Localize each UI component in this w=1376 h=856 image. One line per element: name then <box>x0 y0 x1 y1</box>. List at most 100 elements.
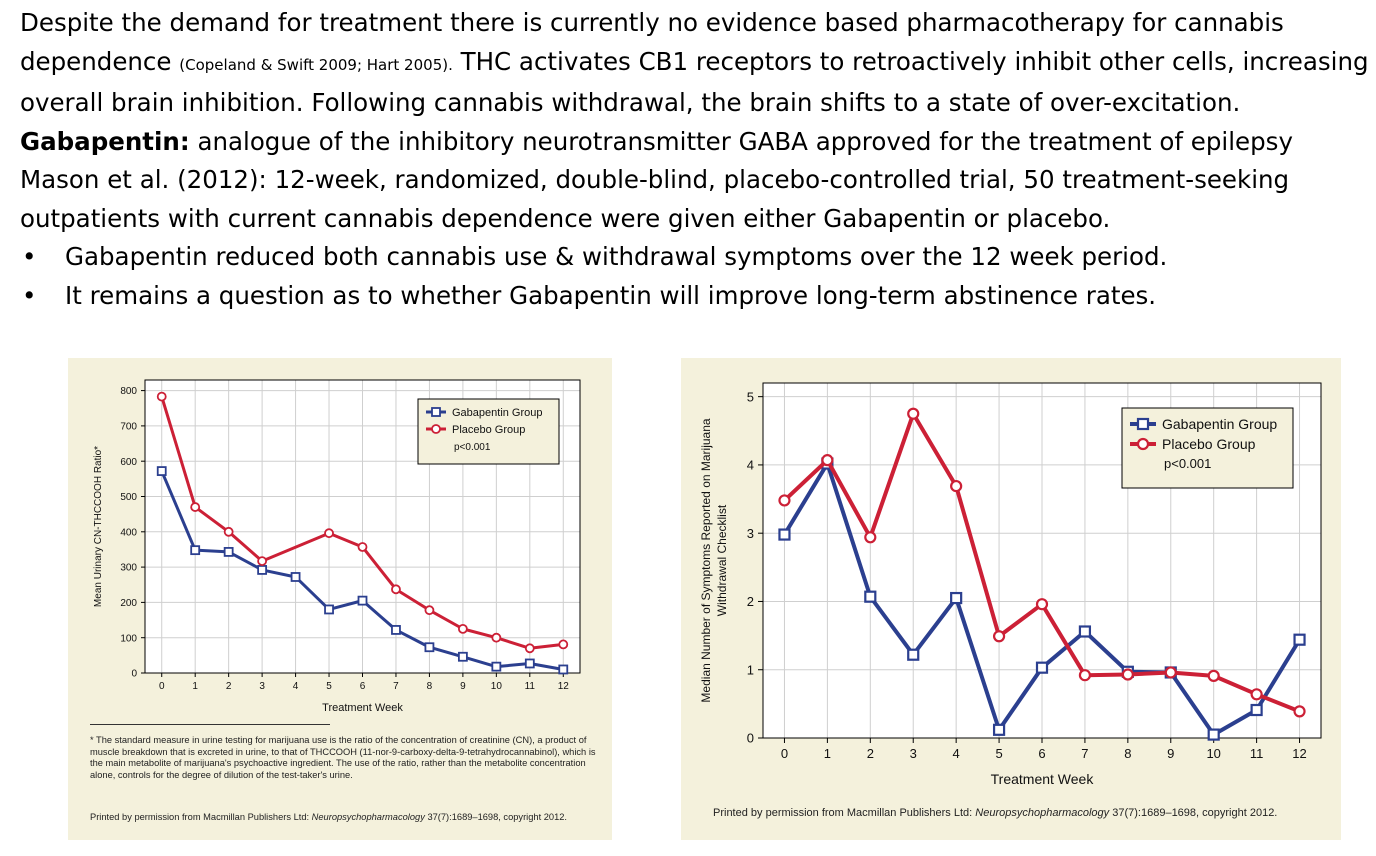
intro-citation: (Copeland & Swift 2009; Hart 2005). <box>179 55 453 74</box>
gabapentin-description: analogue of the inhibitory neurotransmit… <box>189 126 1293 156</box>
data-point-placebo <box>778 494 791 507</box>
urine-chart-panel: 0 1 2 3 4 5 6 7 8 9 10 11 12 0 100 200 300 400 500 600 700 80… <box>68 358 612 840</box>
intro-mechanism: THC activates CB1 receptors to retroacti… <box>20 46 1369 118</box>
p-value-annotation: p<0.001 <box>1164 456 1211 471</box>
x-tick-label: 10 <box>1206 746 1220 761</box>
data-point-gabapentin <box>324 604 334 615</box>
x-tick-label: 0 <box>781 746 788 761</box>
intro-text: Despite the demand for treatment there i… <box>20 8 1284 76</box>
y-tick-label: 0 <box>747 731 754 746</box>
x-tick-label: 2 <box>867 746 874 761</box>
data-point-placebo <box>424 605 435 616</box>
gabapentin-paragraph: Gabapentin: analogue of the inhibitory n… <box>20 123 1370 162</box>
plot-frame <box>144 379 581 674</box>
x-tick-label: 1 <box>192 681 198 692</box>
legend-marker <box>1136 437 1150 451</box>
data-point-gabapentin <box>357 595 368 606</box>
x-tick-label: 8 <box>1124 746 1131 761</box>
x-tick-label: 6 <box>360 681 366 692</box>
x-tick-label: 11 <box>1250 746 1264 761</box>
y-tick-label: 5 <box>747 389 754 404</box>
x-axis-label: Treatment Week <box>322 702 403 714</box>
legend-label: Placebo Group <box>452 424 525 436</box>
legend-box <box>1121 407 1294 489</box>
data-point-gabapentin <box>457 651 468 662</box>
permission-journal: Neuropsychopharmacology <box>311 812 425 822</box>
data-point-gabapentin <box>524 658 535 669</box>
data-point-gabapentin <box>491 661 502 672</box>
footnote: * The standard measure in urine testing … <box>90 735 596 780</box>
x-tick-label: 4 <box>953 746 960 761</box>
y-tick-label: 2 <box>747 594 754 609</box>
data-point-gabapentin <box>950 591 963 605</box>
data-point-gabapentin <box>190 545 201 556</box>
y-axis-label: Mean Urinary CN-THCCOOH Ratio* <box>93 446 104 607</box>
legend-label: Gabapentin Group <box>452 407 543 419</box>
data-point-gabapentin <box>1078 625 1092 638</box>
data-point-placebo <box>391 584 401 595</box>
withdrawal-chart-panel: 0 1 2 3 4 5 6 7 8 9 10 11 12 0 1 2 3 4 5 Treatment Week Medi… <box>681 358 1341 840</box>
x-tick-label: 4 <box>293 681 299 692</box>
bullet-text: It remains a question as to whether Gaba… <box>65 280 1157 310</box>
y-tick-label: 1 <box>747 662 754 677</box>
y-axis-label: Median Number of Symptoms Reported on Ma… <box>699 418 713 702</box>
data-point-placebo <box>1250 688 1263 701</box>
data-point-placebo <box>1293 705 1306 718</box>
data-point-gabapentin <box>1250 703 1263 717</box>
mason-paragraph: Mason et al. (2012): 12-week, randomized… <box>20 165 1290 233</box>
bullet-item: • It remains a question as to whether Gab… <box>20 277 1370 316</box>
data-point-gabapentin <box>907 648 920 661</box>
data-point-placebo <box>524 643 535 654</box>
y-tick-label: 3 <box>747 526 754 541</box>
data-point-placebo <box>950 479 963 493</box>
bullet-marker: • <box>22 242 37 271</box>
y-tick-label: 800 <box>120 386 137 397</box>
permission-credit: Printed by permission from Macmillan Pub… <box>90 812 610 824</box>
permission-prefix: Printed by permission from Macmillan Pub… <box>90 812 312 822</box>
y-tick-label: 300 <box>120 563 137 574</box>
y-tick-label: 400 <box>120 527 137 538</box>
x-tick-label: 5 <box>326 681 332 692</box>
data-point-placebo <box>1035 598 1049 611</box>
data-point-placebo <box>156 391 167 402</box>
x-tick-label: 10 <box>491 681 503 692</box>
legend-label: Placebo Group <box>1162 436 1256 452</box>
data-point-gabapentin <box>1035 661 1049 674</box>
y-tick-label: 500 <box>120 492 137 503</box>
data-point-placebo <box>491 632 502 643</box>
legend-marker <box>431 407 441 417</box>
data-point-gabapentin <box>778 528 791 541</box>
data-point-placebo <box>324 528 334 539</box>
permission-credit: Printed by permission from Macmillan Pub… <box>713 807 1333 819</box>
x-tick-label: 0 <box>159 681 165 692</box>
x-tick-label: 3 <box>910 746 917 761</box>
data-point-placebo <box>190 502 201 512</box>
data-point-placebo <box>558 639 569 650</box>
x-tick-label: 7 <box>1081 746 1088 761</box>
x-tick-label: 3 <box>259 681 265 692</box>
y-tick-label: 200 <box>120 598 137 609</box>
data-point-gabapentin <box>1207 728 1220 741</box>
data-point-gabapentin <box>558 664 569 675</box>
y-tick-label: 700 <box>120 421 137 432</box>
x-tick-label: 6 <box>1038 746 1045 761</box>
x-tick-label: 12 <box>1292 746 1306 761</box>
y-axis-label: Withdrawal Checklist <box>715 504 729 616</box>
legend-label: Gabapentin Group <box>1162 416 1277 432</box>
plot-frame <box>762 382 1322 739</box>
y-tick-label: 600 <box>120 457 137 468</box>
data-point-gabapentin <box>391 625 401 635</box>
legend-box <box>417 398 560 465</box>
x-tick-label: 1 <box>824 746 831 761</box>
data-point-placebo <box>1078 669 1092 682</box>
data-point-placebo <box>1121 668 1134 681</box>
data-point-gabapentin <box>992 723 1006 736</box>
x-tick-label: 2 <box>226 681 232 692</box>
data-point-placebo <box>864 531 877 544</box>
bullet-item: • Gabapentin reduced both cannabis use & … <box>20 238 1370 277</box>
intro-paragraph: Despite the demand for treatment there i… <box>20 4 1370 123</box>
series-line-placebo <box>160 396 564 650</box>
footnote-divider <box>90 724 330 725</box>
bullet-marker: • <box>22 280 37 310</box>
